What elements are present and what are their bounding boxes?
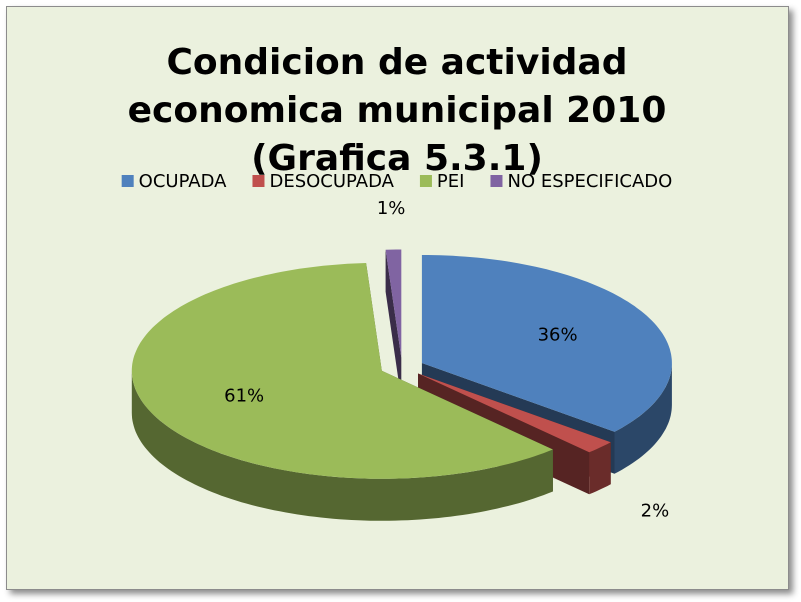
chart: OCUPADA DESOCUPADA PEI NO ESPECIFICADO 36% 2%…: [121, 171, 672, 522]
chart-title: Condicion de actividad economica municip…: [127, 42, 667, 179]
slice-wall: [131, 370, 553, 521]
slice: [385, 249, 402, 358]
legend-swatch: [419, 175, 432, 187]
data-label: 1%: [377, 198, 406, 219]
data-label: 2%: [641, 501, 670, 522]
data-label: 36%: [538, 324, 578, 345]
legend: OCUPADA DESOCUPADA PEI NO ESPECIFICADO: [121, 171, 672, 192]
data-label: 61%: [224, 386, 264, 407]
slice: [418, 373, 611, 453]
legend-label: OCUPADA: [139, 171, 227, 192]
legend-label: PEI: [437, 171, 465, 192]
slice: [421, 255, 672, 432]
slice-wall: [589, 442, 611, 495]
legend-label: DESOCUPADA: [269, 171, 394, 192]
slice-wall: [614, 363, 672, 474]
legend-swatch: [490, 175, 503, 187]
legend-swatch: [121, 175, 134, 187]
chart-area: Condicion de actividad economica municip…: [6, 6, 789, 590]
legend-label: NO ESPECIFICADO: [507, 171, 672, 192]
legend-swatch: [252, 175, 265, 187]
slice-side: [385, 249, 402, 400]
slice: [131, 263, 553, 479]
